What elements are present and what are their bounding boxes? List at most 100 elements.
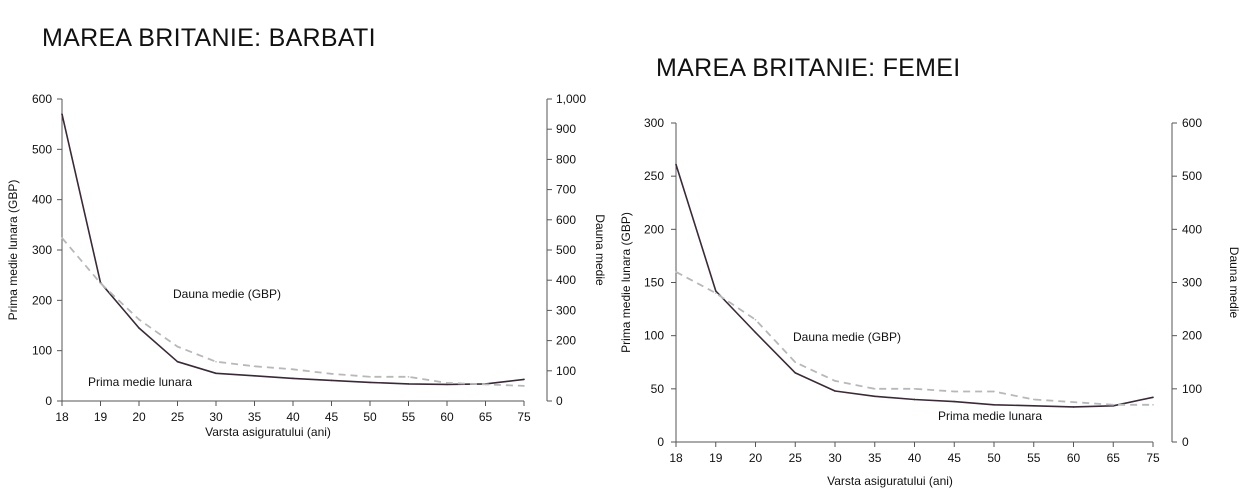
femei-claim-line (675, 271, 1153, 406)
barbati-claim-point (176, 345, 179, 348)
femei-x-tick-label: 19 (709, 451, 723, 465)
chart-title-barbati: MAREA BRITANIE: BARBATI (42, 24, 376, 52)
barbati-claim-point (446, 382, 448, 384)
barbati-y-tick-label-right: 200 (556, 334, 576, 348)
barbati-claim-point (61, 237, 63, 239)
femei-y-tick-label-left: 150 (644, 276, 664, 290)
barbati-claim-point (407, 376, 410, 378)
barbati-premium-point (330, 379, 333, 382)
femei-premium-point (834, 390, 836, 392)
barbati-claim-point (330, 373, 333, 375)
femei-claim-point (714, 292, 717, 294)
barbati-y-tick-label-left: 400 (32, 193, 52, 207)
barbati-premium-line (61, 113, 525, 386)
barbati-x-tick-label: 20 (132, 410, 146, 424)
femei-premium-point (754, 331, 757, 334)
femei-x-tick-label: 75 (1146, 451, 1160, 465)
barbati-y-tick-label-left: 0 (45, 394, 52, 408)
femei-premium-point (714, 290, 717, 292)
barbati-y-tick-label-right: 300 (556, 303, 576, 317)
femei-y-tick-label-left: 300 (644, 116, 664, 130)
femei-y-axis-title-left: Prima medie lunara (GBP) (619, 212, 633, 353)
femei-x-tick-label: 60 (1067, 451, 1081, 465)
femei-claim-point (794, 361, 797, 364)
femei-y-axis-title-right: Dauna medie (1227, 247, 1241, 319)
barbati-x-tick-label: 75 (517, 410, 531, 424)
femei-premium-point (873, 395, 876, 398)
barbati-x-tick-label: 65 (479, 410, 493, 424)
barbati-y-tick-label-left: 300 (32, 243, 52, 257)
barbati-premium-point (253, 375, 256, 377)
chart-title-femei: MAREA BRITANIE: FEMEI (656, 54, 961, 82)
barbati-y-tick-label-right: 0 (556, 394, 563, 408)
femei-claim-point (834, 380, 836, 382)
barbati-x-tick-label: 50 (363, 410, 377, 424)
femei-x-tick-label: 40 (908, 451, 922, 465)
barbati-x-tick-label: 60 (440, 410, 454, 424)
femei-premium-point (675, 163, 677, 166)
femei-claim-point (754, 318, 757, 321)
barbati-claim-point (215, 360, 217, 363)
femei-x-tick-label: 35 (868, 451, 882, 465)
femei-x-tick-label: 30 (828, 451, 842, 465)
barbati-x-tick-label: 45 (325, 410, 339, 424)
barbati-y-tick-label-right: 1,000 (556, 92, 586, 106)
femei-claim-annotation: Dauna medie (GBP) (793, 330, 901, 344)
barbati-premium-point (292, 377, 294, 380)
femei-y-tick-label-left: 250 (644, 169, 664, 183)
barbati-x-tick-label: 40 (286, 410, 300, 424)
barbati-y-tick-label-right: 500 (556, 243, 576, 257)
barbati-premium-point (407, 383, 410, 385)
barbati-claim-point (253, 365, 256, 368)
barbati-y-tick-label-right: 400 (556, 273, 576, 287)
femei-claim-point (1072, 401, 1075, 403)
barbati-premium-point (369, 381, 371, 384)
femei-claim-point (873, 388, 876, 390)
barbati-y-axis-title-left: Prima medie lunara (GBP) (6, 180, 20, 321)
femei-x-tick-label: 18 (669, 451, 683, 465)
femei-x-tick-label: 25 (789, 451, 803, 465)
femei-premium-line (675, 164, 1154, 408)
femei-y-tick-label-right: 400 (1182, 222, 1202, 236)
barbati-y-tick-label-right: 600 (556, 213, 576, 227)
femei-x-tick-label: 55 (1027, 451, 1041, 465)
barbati-x-axis-title: Varsta asiguratului (ani) (205, 425, 331, 439)
femei-x-tick-label: 50 (987, 451, 1001, 465)
femei-y-tick-label-right: 300 (1182, 276, 1202, 290)
femei-claim-point (913, 388, 916, 390)
barbati-y-tick-label-left: 200 (32, 293, 52, 307)
barbati-premium-point (446, 383, 448, 386)
barbati-claim-point (99, 282, 102, 285)
barbati-x-tick-label: 30 (209, 410, 223, 424)
femei-y-tick-label-left: 50 (651, 382, 665, 396)
barbati-premium-annotation: Prima medie lunara (88, 375, 192, 389)
femei-premium-point (1152, 396, 1154, 399)
barbati-premium-point (215, 372, 217, 375)
barbati-claim-point (369, 376, 371, 378)
barbati-premium-point (138, 327, 140, 329)
femei-premium-point (1032, 405, 1035, 407)
barbati-y-tick-label-left: 500 (32, 142, 52, 156)
femei-x-tick-label: 65 (1107, 451, 1121, 465)
barbati-claim-point (484, 383, 487, 386)
femei-y-tick-label-right: 100 (1182, 382, 1202, 396)
femei-y-tick-label-right: 0 (1182, 435, 1189, 449)
barbati-x-tick-label: 18 (55, 410, 69, 424)
femei-y-tick-label-right: 500 (1182, 169, 1202, 183)
femei-premium-point (993, 403, 995, 406)
femei-claim-point (953, 390, 956, 393)
femei-premium-point (1072, 406, 1075, 408)
femei-y-tick-label-left: 0 (657, 435, 664, 449)
barbati-claim-point (523, 385, 525, 387)
barbati-premium-point (176, 360, 179, 363)
femei-x-axis-title: Varsta asiguratului (ani) (827, 474, 953, 488)
barbati-y-tick-label-right: 900 (556, 122, 576, 136)
barbati-claim-annotation: Dauna medie (GBP) (173, 287, 281, 301)
femei-y-tick-label-left: 200 (644, 222, 664, 236)
femei-premium-point (794, 372, 797, 374)
femei-premium-point (953, 400, 956, 403)
barbati-claim-line (61, 237, 525, 387)
barbati-y-tick-label-right: 800 (556, 152, 576, 166)
barbati-y-tick-label-left: 100 (32, 344, 52, 358)
